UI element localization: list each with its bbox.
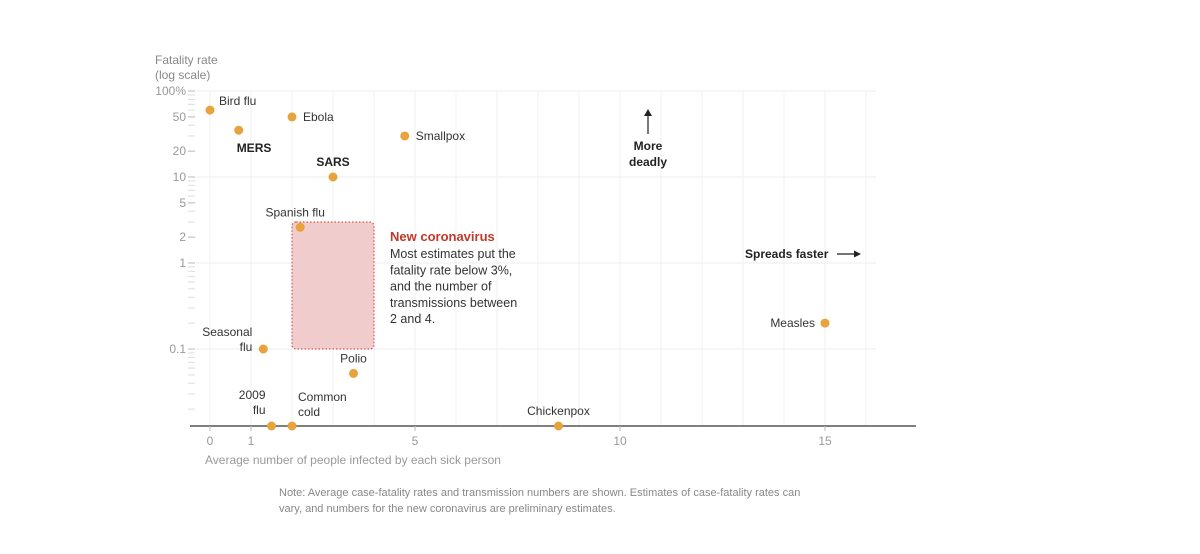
up-arrow-head-icon <box>644 109 652 116</box>
y-axis-label: Fatality rate <box>155 53 218 67</box>
data-point <box>258 344 268 354</box>
x-tick-label: 1 <box>248 434 255 448</box>
y-tick-label: 10 <box>173 170 187 184</box>
data-point <box>400 131 410 141</box>
data-point <box>349 368 358 378</box>
chart-note: Note: Average case-fatality rates and tr… <box>279 487 801 515</box>
coronavirus-description: transmissions between <box>390 296 517 310</box>
point-label: MERS <box>237 141 272 155</box>
point-label: Common <box>298 390 347 404</box>
point-label: Measles <box>770 316 815 330</box>
x-tick-label: 5 <box>412 434 419 448</box>
coronavirus-title: New coronavirus <box>390 229 495 244</box>
data-point <box>234 125 244 135</box>
x-tick-label: 0 <box>207 434 214 448</box>
coronavirus-description: Most estimates put the <box>390 247 516 261</box>
y-tick-label: 1 <box>179 256 186 270</box>
y-tick-label: 100% <box>155 84 186 98</box>
point-label: SARS <box>316 155 349 169</box>
point-label: Ebola <box>303 110 334 124</box>
point-label: Spanish flu <box>266 205 325 219</box>
y-tick-label: 0.1 <box>169 342 186 356</box>
coronavirus-description: fatality rate below 3%, <box>390 263 512 277</box>
x-tick-label: 10 <box>613 434 627 448</box>
more-deadly-label: More <box>634 139 663 153</box>
y-axis-label: (log scale) <box>155 68 210 82</box>
spreads-faster-label: Spreads faster <box>745 247 829 261</box>
data-point <box>205 105 215 115</box>
x-tick-label: 15 <box>818 434 832 448</box>
y-tick-label: 5 <box>179 196 186 210</box>
data-point <box>295 222 305 232</box>
y-tick-label: 2 <box>179 230 186 244</box>
data-point <box>328 172 338 182</box>
point-label: flu <box>240 340 253 354</box>
data-point <box>287 421 297 431</box>
coronavirus-description: and the number of <box>390 280 492 294</box>
data-point <box>287 112 297 122</box>
point-label: Chickenpox <box>527 404 590 418</box>
data-point <box>267 421 276 431</box>
y-tick-label: 50 <box>173 110 187 124</box>
point-label: Bird flu <box>219 94 256 108</box>
data-point <box>554 421 563 431</box>
coronavirus-region <box>291 221 375 350</box>
x-axis-label: Average number of people infected by eac… <box>205 453 501 467</box>
point-label: 2009 <box>239 388 266 402</box>
data-point <box>820 318 830 328</box>
more-deadly-label: deadly <box>629 155 667 169</box>
point-label: Seasonal <box>202 325 252 339</box>
point-label: flu <box>253 403 266 417</box>
y-tick-label: 20 <box>173 144 187 158</box>
right-arrow-head-icon <box>854 250 861 258</box>
point-label: Smallpox <box>416 129 465 143</box>
point-label: cold <box>298 405 320 419</box>
coronavirus-description: 2 and 4. <box>390 312 435 326</box>
point-label: Polio <box>340 351 367 365</box>
